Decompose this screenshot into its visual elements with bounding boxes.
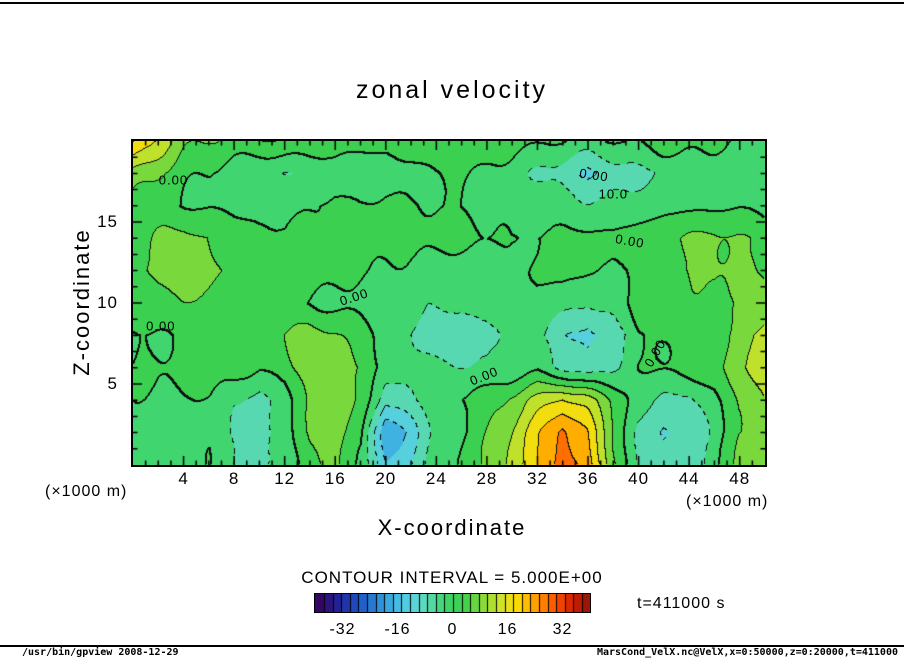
y-tick-label: 15 bbox=[97, 212, 118, 231]
x-tick-label: 28 bbox=[476, 469, 498, 488]
x-tick-labels: 4 8 12 16 20 24 28 32 36 40 44 48 bbox=[133, 469, 765, 491]
x-tick-label: 48 bbox=[729, 469, 751, 488]
colorbar-tick-label: -32 bbox=[329, 621, 356, 638]
colorbar bbox=[314, 593, 591, 613]
x-tick-label: 40 bbox=[628, 469, 650, 488]
top-border-line bbox=[0, 2, 904, 4]
x-tick-label: 12 bbox=[274, 469, 296, 488]
x-unit-left: (×1000 m) bbox=[45, 483, 128, 500]
x-tick-label: 4 bbox=[178, 469, 189, 488]
colorbar-tick-label: 0 bbox=[447, 621, 458, 638]
y-tick-label: 10 bbox=[97, 293, 118, 312]
x-tick-label: 44 bbox=[678, 469, 700, 488]
footer-command: /usr/bin/gpview 2008-12-29 bbox=[22, 647, 179, 658]
footer-dataset: MarsCond_VelX.nc@VelX,x=0:50000,z=0:2000… bbox=[596, 647, 898, 658]
contour-field bbox=[133, 141, 765, 465]
x-tick-label: 36 bbox=[577, 469, 599, 488]
time-label: t=411000 s bbox=[637, 595, 726, 612]
colorbar-tick-labels: -32 -16 0 16 32 bbox=[315, 621, 590, 641]
chart-title: zonal velocity bbox=[355, 76, 549, 104]
bottom-border-line bbox=[0, 645, 904, 647]
plot-area: 0.00 0.00 10.0 0.00 0.00 0.00 0.00 0.00 bbox=[131, 139, 767, 467]
colorbar-tick-label: 32 bbox=[552, 621, 573, 638]
x-tick-label: 20 bbox=[375, 469, 397, 488]
x-tick-label: 24 bbox=[425, 469, 447, 488]
y-tick-label: 5 bbox=[107, 374, 118, 393]
x-tick-label: 32 bbox=[527, 469, 548, 488]
contour-interval-note: CONTOUR INTERVAL = 5.000E+00 bbox=[301, 568, 603, 587]
colorbar-tick-label: 16 bbox=[497, 621, 518, 638]
y-tick-labels: 5 10 15 bbox=[84, 141, 124, 465]
x-tick-label: 16 bbox=[324, 469, 346, 488]
x-unit-right: (×1000 m) bbox=[686, 493, 769, 510]
colorbar-tick-label: -16 bbox=[384, 621, 411, 638]
x-tick-label: 8 bbox=[228, 469, 240, 488]
x-axis-label: X-coordinate bbox=[377, 515, 527, 540]
colorbar-canvas bbox=[315, 594, 590, 612]
